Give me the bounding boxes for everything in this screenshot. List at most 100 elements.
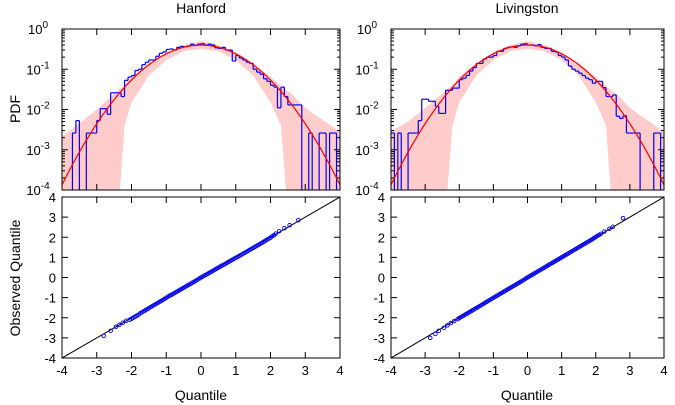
qq-point	[445, 323, 450, 328]
y-tick-exponent: 0	[371, 20, 377, 31]
x-tick-label: -2	[453, 363, 465, 378]
x-tick-label: 3	[626, 363, 633, 378]
y-tick-label: 1	[49, 250, 56, 265]
fit-curve	[391, 44, 664, 186]
y-tick-exponent: -3	[41, 141, 50, 152]
y-tick-label: -3	[44, 331, 56, 346]
y-tick-exponent: -2	[41, 101, 50, 112]
x-tick-label: 3	[302, 363, 309, 378]
plot-area	[391, 197, 664, 358]
panel-3: -4 -3 -2 -1 0 1 2 3 4 -4 -3 -2 -1 0 1 2 3 4	[373, 190, 667, 378]
y-tick-label: 100	[357, 20, 377, 37]
x-tick-label: 4	[336, 363, 343, 378]
qq-point	[427, 335, 433, 341]
qq-point	[436, 328, 442, 334]
y-tick-exponent: 0	[42, 20, 48, 31]
y-tick-label: -2	[44, 311, 56, 326]
ylabel-pdf: PDF	[7, 95, 23, 123]
y-tick-label: 10-2	[355, 101, 379, 118]
x-tick-label: 2	[592, 363, 599, 378]
y-tick-exponent: -1	[41, 60, 50, 71]
qq-point	[610, 224, 616, 230]
panel-2: -4 -3 -2 -1 0 1 2 3 4 -4 -3 -2 -1 0 1 2 3 4	[44, 190, 343, 378]
y-tick-label: 4	[378, 190, 385, 205]
y-tick-label: 10-1	[26, 60, 50, 77]
xlabel-quantile-left: Quantile	[175, 387, 227, 403]
y-tick-label: 2	[378, 230, 385, 245]
y-tick-label: 10-3	[26, 141, 50, 158]
ylabel-observed-quantile: Observed Quantile	[7, 219, 23, 336]
x-tick-label: 1	[232, 363, 239, 378]
qq-point	[120, 320, 126, 326]
y-tick-label: 10-1	[355, 60, 379, 77]
y-tick-label: 10-4	[355, 181, 379, 198]
qq-point	[598, 231, 604, 237]
x-tick-label: -4	[56, 363, 68, 378]
y-tick-exponent: -2	[370, 101, 379, 112]
y-tick-label: 4	[49, 190, 56, 205]
plot-frame	[61, 196, 341, 359]
y-tick-label: 3	[378, 210, 385, 225]
confidence-band	[391, 41, 664, 190]
qq-point	[620, 215, 626, 221]
y-tick-label: 0	[49, 271, 56, 286]
x-tick-label: -1	[160, 363, 172, 378]
title-livingston: Livingston	[495, 0, 558, 16]
qq-point	[296, 217, 301, 223]
x-tick-label: -4	[385, 363, 397, 378]
y-tick-label: 10-4	[26, 181, 50, 198]
y-tick-label: -4	[373, 351, 385, 366]
qq-point	[441, 325, 447, 331]
plot-frame	[390, 28, 665, 191]
x-tick-label: 0	[197, 363, 204, 378]
plot-area	[391, 41, 664, 190]
y-tick-label: 2	[49, 230, 56, 245]
plot-area	[62, 197, 340, 358]
plot-area	[62, 41, 340, 190]
title-hanford: Hanford	[176, 0, 226, 16]
plot-frame	[390, 196, 665, 359]
y-tick-exponent: -4	[370, 181, 379, 192]
qq-point	[108, 328, 113, 334]
qq-point	[113, 324, 119, 330]
x-tick-label: -2	[126, 363, 138, 378]
y-tick-label: 10-3	[355, 141, 379, 158]
x-tick-label: 1	[558, 363, 565, 378]
y-tick-label: -2	[373, 311, 385, 326]
qq-point	[602, 229, 607, 234]
qq-point	[287, 222, 292, 228]
y-tick-exponent: -4	[41, 181, 50, 192]
qq-point	[282, 225, 287, 231]
y-tick-label: -1	[373, 291, 385, 306]
panel-0: 100 10-1 10-2 10-3 10-4	[26, 20, 341, 198]
x-tick-label: -3	[419, 363, 431, 378]
y-tick-exponent: -3	[370, 141, 379, 152]
qq-point	[451, 318, 457, 324]
y-tick-label: 1	[378, 250, 385, 265]
y-tick-label: 10-2	[26, 101, 50, 118]
y-tick-label: -3	[373, 331, 385, 346]
panel-1: 100 10-1 10-2 10-3 10-4	[355, 20, 665, 198]
fit-curve	[62, 44, 340, 186]
x-tick-label: 4	[660, 363, 667, 378]
qq-point	[101, 333, 106, 339]
x-tick-label: 0	[524, 363, 531, 378]
qq-point	[433, 331, 438, 337]
xlabel-quantile-right: Quantile	[501, 387, 553, 403]
qq-point	[117, 322, 122, 328]
x-tick-label: -3	[91, 363, 103, 378]
y-tick-label: -1	[44, 291, 56, 306]
plot-frame	[61, 28, 341, 191]
y-tick-exponent: -1	[370, 60, 379, 71]
qq-point	[448, 320, 453, 326]
confidence-band	[62, 41, 340, 190]
y-tick-label: 100	[28, 20, 48, 37]
qq-point	[607, 226, 612, 232]
y-tick-label: 3	[49, 210, 56, 225]
y-tick-label: 0	[378, 271, 385, 286]
y-tick-label: -4	[44, 351, 56, 366]
x-tick-label: 2	[267, 363, 274, 378]
qq-point	[273, 231, 278, 236]
qq-point	[276, 228, 282, 234]
